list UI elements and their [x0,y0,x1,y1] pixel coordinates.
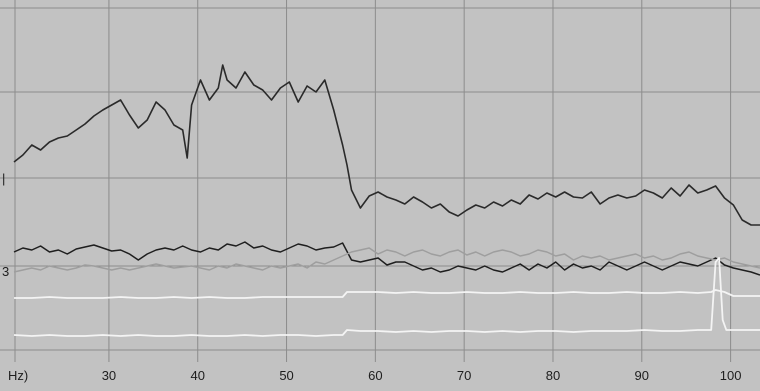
x-tick-label: 50 [279,368,293,383]
grid [0,0,760,362]
x-tick-label: 80 [546,368,560,383]
series-line-4 [14,289,760,299]
series-line-3 [13,247,760,273]
x-tick-label: 40 [191,368,205,383]
series-line-1 [13,64,760,226]
series-line-2 [13,241,760,276]
x-tick-label: 90 [635,368,649,383]
x-tick-label: 60 [368,368,382,383]
x-tick-label: 30 [102,368,116,383]
x-axis: Hz) | 3 30 40 50 60 70 80 90 100 [2,171,741,383]
x-tick-label: 70 [457,368,471,383]
series-layer [13,64,760,337]
series-line-5 [13,257,760,337]
x-axis-label: Hz) [8,368,28,383]
x-tick-label: 100 [720,368,742,383]
left-edge-mark-2: 3 [2,264,9,279]
left-edge-mark-1: | [2,171,5,186]
